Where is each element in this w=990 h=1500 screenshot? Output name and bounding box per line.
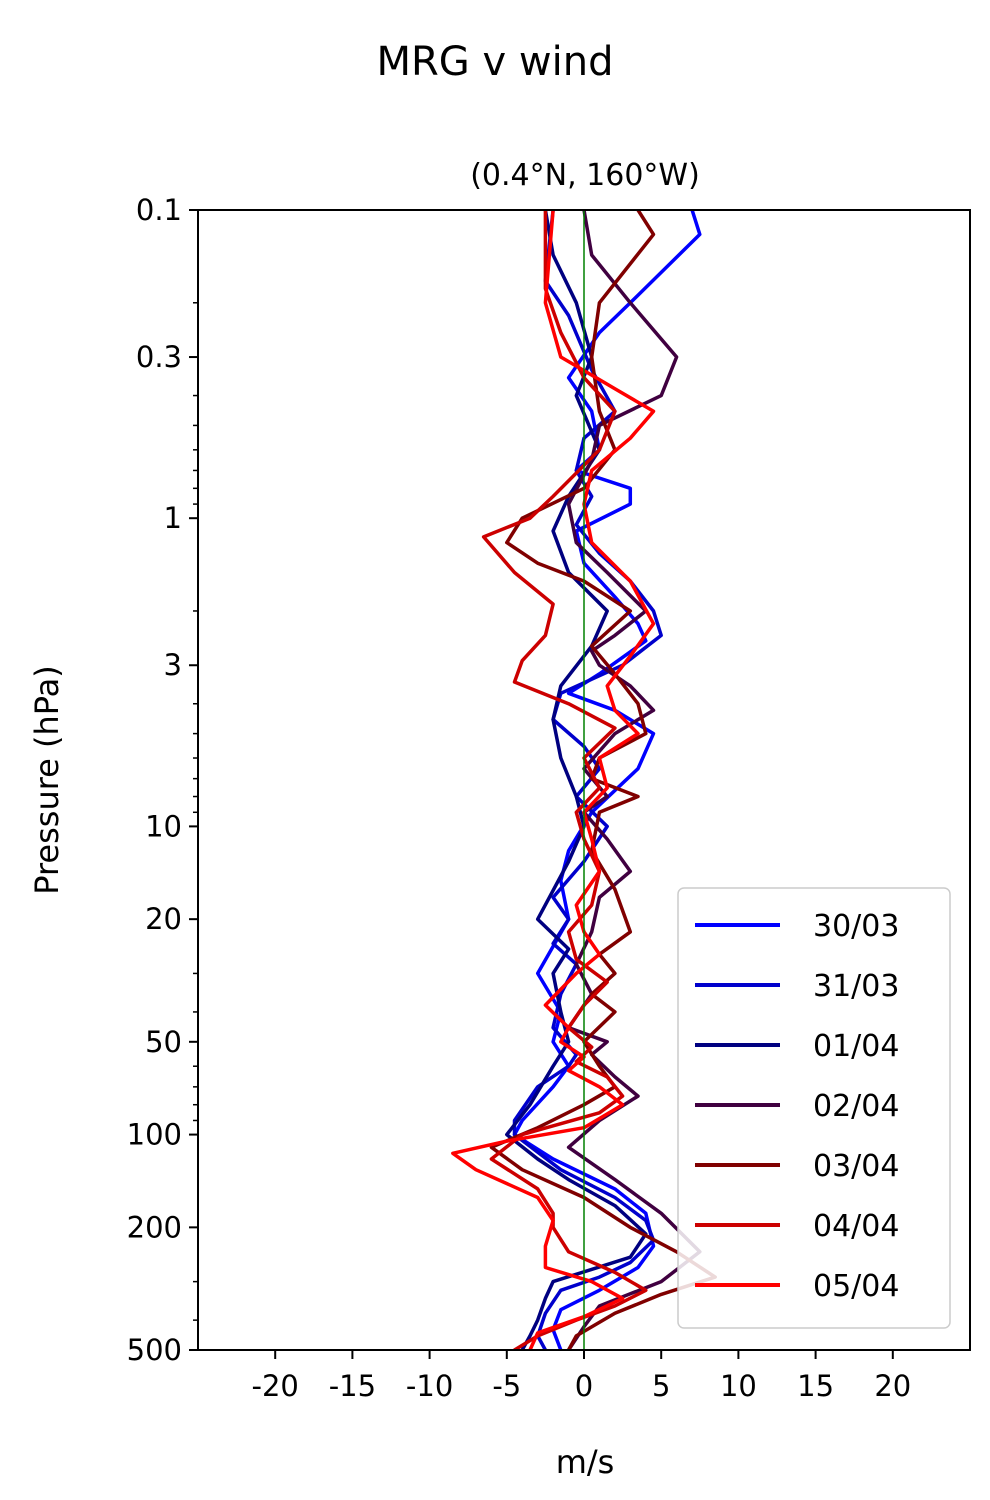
x-axis: -20 -15 -10 -5 0 5 10 15 20 <box>252 1350 911 1403</box>
y-tick-label: 10 <box>145 809 182 843</box>
y-tick-label: 200 <box>127 1210 182 1244</box>
legend: 30/03 31/03 01/04 02/04 03/04 04/04 05/04 <box>677 887 951 1329</box>
legend-label: 01/04 <box>813 1029 899 1064</box>
legend-label: 03/04 <box>813 1149 899 1184</box>
legend-label: 31/03 <box>813 969 899 1004</box>
legend-label: 04/04 <box>813 1209 899 1244</box>
y-axis-label: Pressure (hPa) <box>28 665 66 895</box>
x-tick-label: 20 <box>874 1369 911 1403</box>
series-line-01-04 <box>505 210 648 1350</box>
y-axis: 0.1 0.3 1 3 10 20 50 100 200 500 <box>127 193 198 1367</box>
y-tick-label: 100 <box>127 1118 182 1152</box>
x-axis-label: m/s <box>556 1443 615 1481</box>
x-tick-label: -15 <box>329 1369 376 1403</box>
y-tick-label: 500 <box>127 1333 182 1367</box>
legend-label: 02/04 <box>813 1089 899 1124</box>
x-tick-label: -5 <box>492 1369 521 1403</box>
legend-label: 30/03 <box>813 909 899 944</box>
y-tick-label: 1 <box>164 501 182 535</box>
legend-box <box>677 887 951 1329</box>
x-tick-label: 0 <box>575 1369 593 1403</box>
y-tick-label: 3 <box>164 648 182 682</box>
x-tick-label: 10 <box>720 1369 757 1403</box>
series-line-03-04 <box>489 210 717 1350</box>
x-tick-label: -20 <box>252 1369 299 1403</box>
x-tick-label: -10 <box>406 1369 453 1403</box>
x-tick-label: 5 <box>652 1369 670 1403</box>
y-tick-label: 0.1 <box>136 193 182 227</box>
series-line-05-04 <box>451 210 656 1350</box>
chart-suptitle: MRG v wind <box>377 39 614 85</box>
legend-label: 05/04 <box>813 1269 899 1304</box>
y-tick-label: 20 <box>145 902 182 936</box>
series-line-31-03 <box>512 210 663 1350</box>
chart-title: (0.4°N, 160°W) <box>470 158 700 193</box>
series-layer <box>451 210 717 1350</box>
y-tick-label: 0.3 <box>136 340 182 374</box>
y-tick-label: 50 <box>145 1025 182 1059</box>
x-tick-label: 15 <box>797 1369 834 1403</box>
